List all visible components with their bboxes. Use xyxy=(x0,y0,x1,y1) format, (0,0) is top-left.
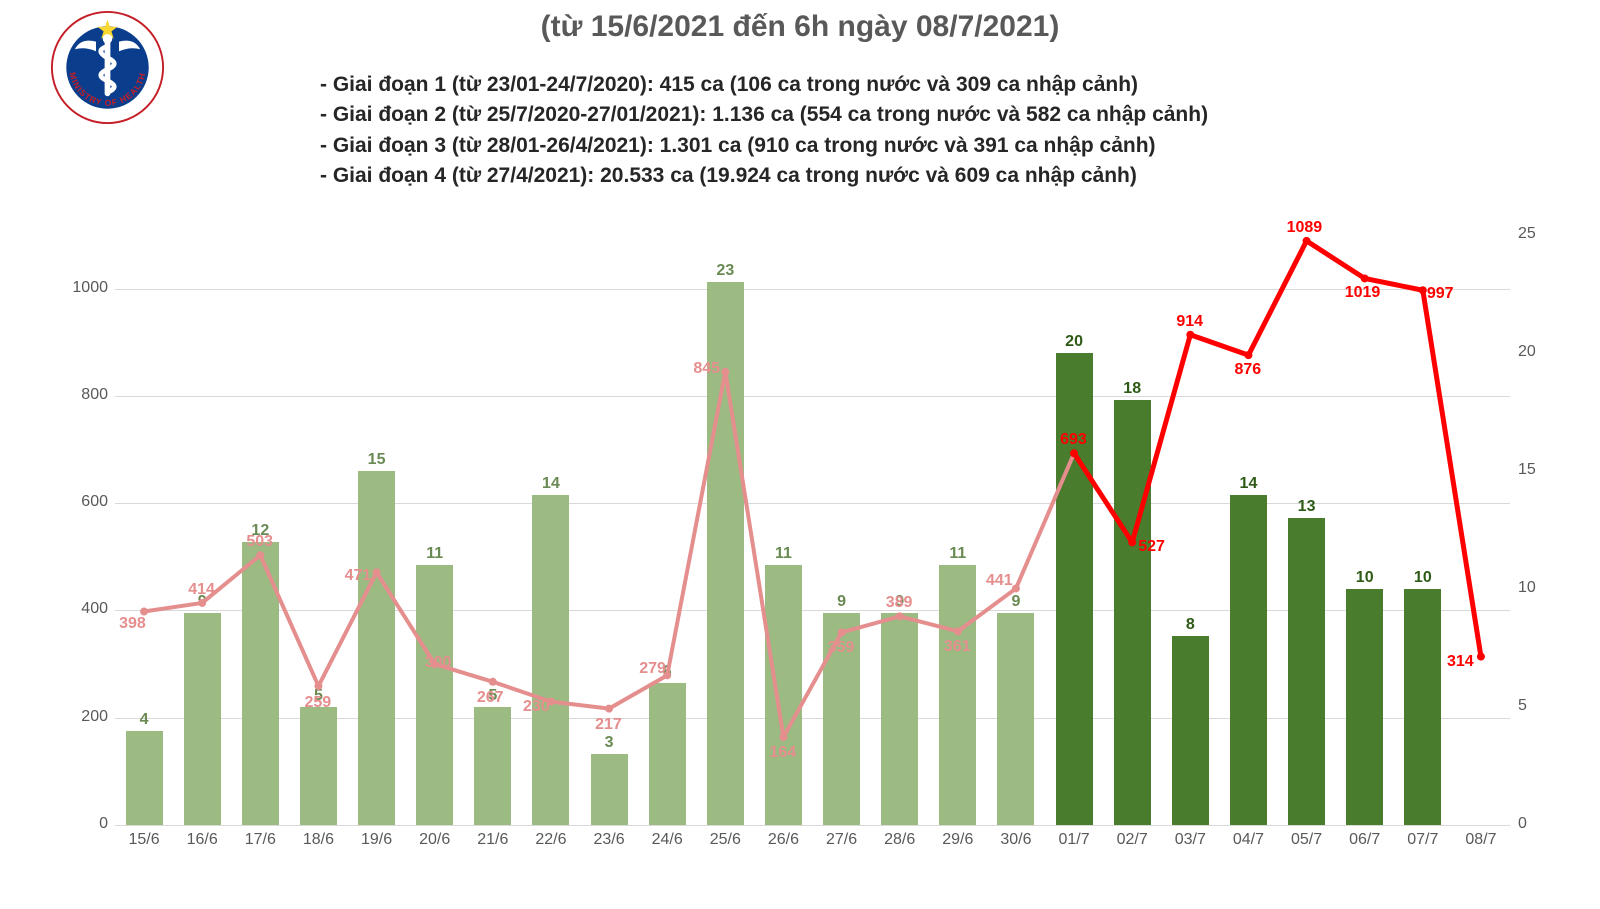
x-axis-label: 28/6 xyxy=(884,831,915,849)
x-axis-label: 27/6 xyxy=(826,831,857,849)
line-value-label: 164 xyxy=(769,744,796,762)
line-value-label: 471 xyxy=(345,567,372,585)
line-value-label: 1019 xyxy=(1345,284,1381,302)
line-value-label: 527 xyxy=(1138,538,1165,556)
line-value-label: 997 xyxy=(1427,285,1454,303)
x-axis-label: 18/6 xyxy=(303,831,334,849)
y-axis-right-label: 20 xyxy=(1518,343,1553,361)
subheader-line: - Giai đoạn 2 (từ 25/7/2020-27/01/2021):… xyxy=(320,100,1208,130)
line-value-label: 503 xyxy=(246,533,273,551)
x-axis-label: 22/6 xyxy=(535,831,566,849)
subheader-line: - Giai đoạn 4 (từ 27/4/2021): 20.533 ca … xyxy=(320,161,1208,191)
x-axis-label: 17/6 xyxy=(245,831,276,849)
x-axis-label: 21/6 xyxy=(477,831,508,849)
line-value-label: 441 xyxy=(986,572,1013,590)
line-value-label: 359 xyxy=(828,639,855,657)
y-axis-left-label: 0 xyxy=(63,815,108,833)
x-axis-label: 30/6 xyxy=(1000,831,1031,849)
x-axis-label: 08/7 xyxy=(1465,831,1496,849)
x-axis-label: 06/7 xyxy=(1349,831,1380,849)
line-value-label: 389 xyxy=(886,594,913,612)
y-axis-left-label: 1000 xyxy=(63,279,108,297)
line-series xyxy=(115,235,1510,825)
x-axis-label: 23/6 xyxy=(593,831,624,849)
x-axis-label: 26/6 xyxy=(768,831,799,849)
line-value-label: 230 xyxy=(523,698,550,716)
chart-plot: 4912515115143623119911920188141310103984… xyxy=(115,235,1510,825)
x-axis-label: 02/7 xyxy=(1117,831,1148,849)
y-axis-right-label: 5 xyxy=(1518,697,1553,715)
x-axis-label: 24/6 xyxy=(652,831,683,849)
x-axis-label: 01/7 xyxy=(1058,831,1089,849)
x-axis-label: 16/6 xyxy=(187,831,218,849)
y-axis-right-label: 25 xyxy=(1518,225,1553,243)
line-value-label: 1089 xyxy=(1287,219,1323,237)
line-value-label: 414 xyxy=(188,581,215,599)
y-axis-left-label: 800 xyxy=(63,386,108,404)
x-axis-label: 04/7 xyxy=(1233,831,1264,849)
x-axis-label: 15/6 xyxy=(128,831,159,849)
y-axis-left-label: 400 xyxy=(63,600,108,618)
line-value-label: 845 xyxy=(693,360,720,378)
line-value-label: 259 xyxy=(304,694,331,712)
x-axis-label: 03/7 xyxy=(1175,831,1206,849)
subheader-line: - Giai đoạn 1 (từ 23/01-24/7/2020): 415 … xyxy=(320,70,1208,100)
x-axis-label: 19/6 xyxy=(361,831,392,849)
y-axis-right-label: 15 xyxy=(1518,461,1553,479)
chart-subheader: - Giai đoạn 1 (từ 23/01-24/7/2020): 415 … xyxy=(320,70,1208,192)
line-value-label: 217 xyxy=(595,716,622,734)
x-axis-label: 20/6 xyxy=(419,831,450,849)
line-value-label: 314 xyxy=(1447,653,1474,671)
y-axis-right-label: 10 xyxy=(1518,579,1553,597)
y-axis-left-label: 200 xyxy=(63,708,108,726)
line-value-label: 693 xyxy=(1060,431,1087,449)
line-value-label: 279 xyxy=(639,660,666,678)
line-value-label: 914 xyxy=(1176,313,1203,331)
line-value-label: 300 xyxy=(425,654,452,672)
x-axis-label: 29/6 xyxy=(942,831,973,849)
chart-title: (từ 15/6/2021 đến 6h ngày 08/7/2021) xyxy=(0,10,1600,44)
x-axis-label: 25/6 xyxy=(710,831,741,849)
line-value-label: 267 xyxy=(477,689,504,707)
chart-area: 4912515115143623119911920188141310103984… xyxy=(60,235,1560,855)
y-axis-right-label: 0 xyxy=(1518,815,1553,833)
x-axis-label: 05/7 xyxy=(1291,831,1322,849)
ministry-logo: MINISTRY OF HEALTH xyxy=(50,10,165,125)
line-value-label: 876 xyxy=(1234,361,1261,379)
subheader-line: - Giai đoạn 3 (từ 28/01-26/4/2021): 1.30… xyxy=(320,131,1208,161)
y-axis-left-label: 600 xyxy=(63,493,108,511)
x-axis-label: 07/7 xyxy=(1407,831,1438,849)
grid-line xyxy=(115,825,1510,826)
line-value-label: 398 xyxy=(119,615,146,633)
line-value-label: 361 xyxy=(944,638,971,656)
